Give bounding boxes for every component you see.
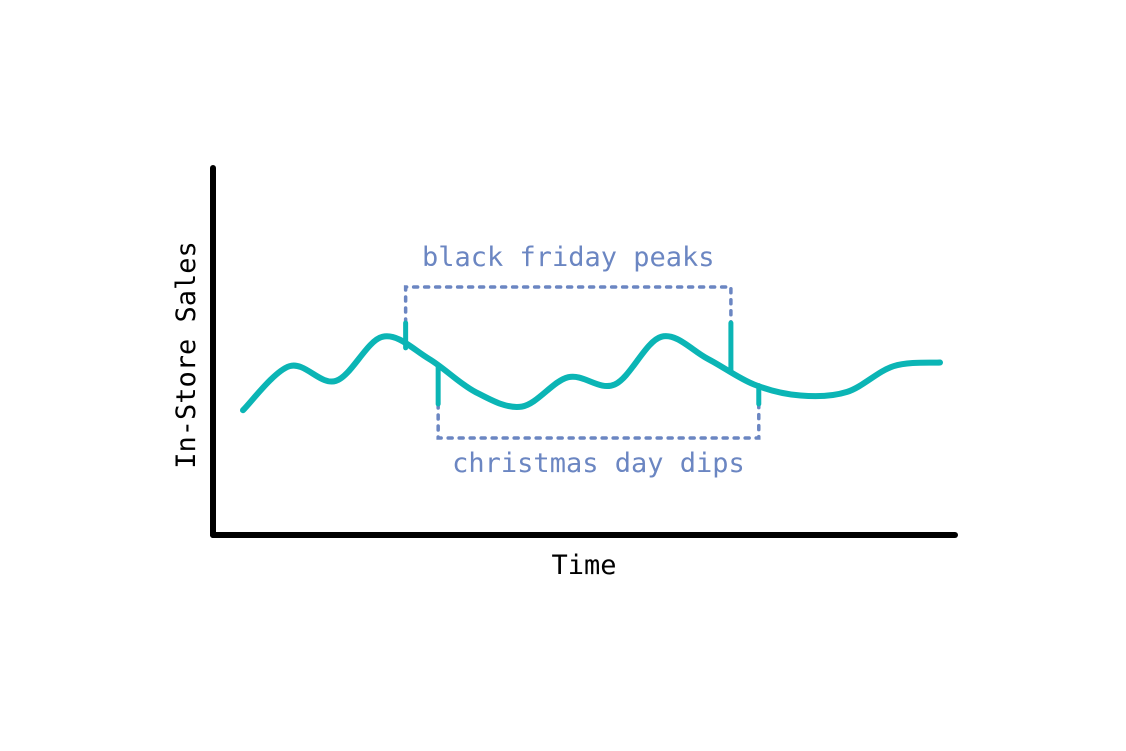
black-friday-label: black friday peaks <box>422 242 715 273</box>
christmas-label: christmas day dips <box>452 448 745 479</box>
christmas-bracket: christmas day dips <box>435 362 762 479</box>
sales-series-line <box>240 333 943 414</box>
christmas-dotted-bracket <box>436 402 761 440</box>
x-axis-label: Time <box>551 550 616 581</box>
black-friday-dotted-bracket <box>403 285 733 325</box>
black-friday-bracket: black friday peaks <box>403 242 734 375</box>
y-axis-label: In-Store Sales <box>171 241 202 469</box>
